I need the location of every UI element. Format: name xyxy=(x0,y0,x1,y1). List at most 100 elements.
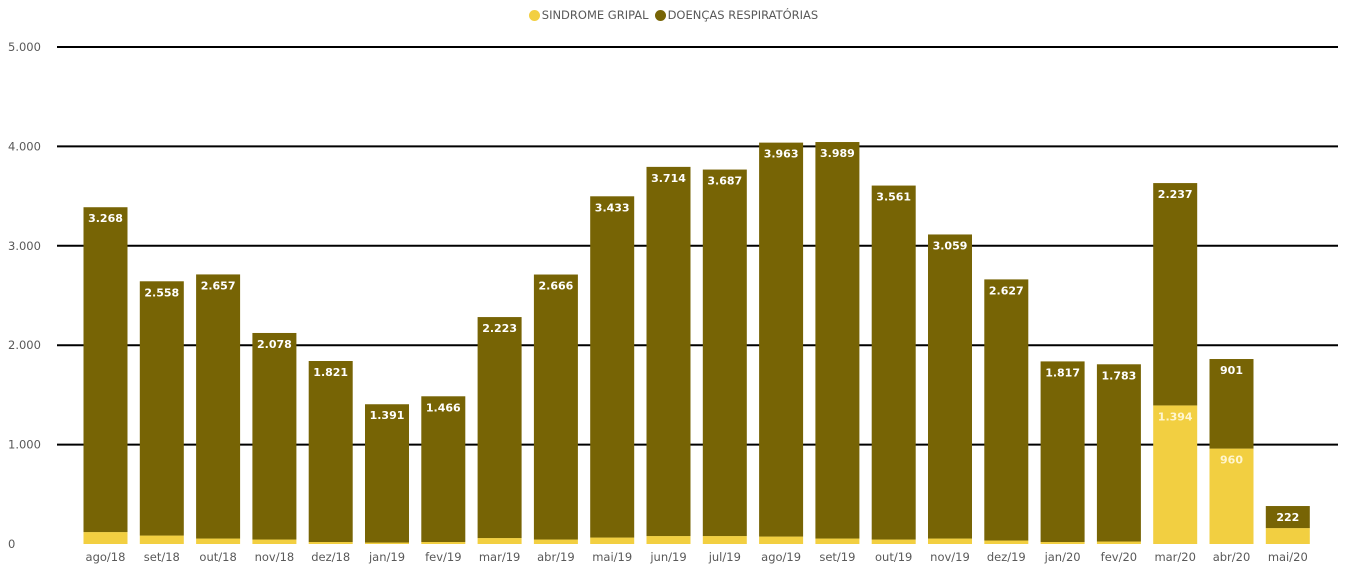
bar-segment-sindrome-gripal[interactable] xyxy=(815,538,860,544)
bar-data-label: 1.394 xyxy=(1158,410,1193,423)
bar-segment-doencas-respiratorias[interactable] xyxy=(196,274,241,539)
bar-segment-sindrome-gripal[interactable] xyxy=(646,536,691,544)
bar-data-label: 3.963 xyxy=(764,148,799,161)
bar-data-label: 1.821 xyxy=(313,366,348,379)
bar-segment-doencas-respiratorias[interactable] xyxy=(590,196,635,538)
bar-segment-doencas-respiratorias[interactable] xyxy=(533,274,578,540)
bar-segment-doencas-respiratorias[interactable] xyxy=(1209,359,1254,449)
x-tick-label: abr/20 xyxy=(1213,550,1251,564)
bar-data-label: 1.783 xyxy=(1102,369,1137,382)
legend-label-doencas-respiratorias: DOENÇAS RESPIRATÓRIAS xyxy=(667,8,819,22)
bar-segment-doencas-respiratorias[interactable] xyxy=(252,332,297,540)
bar-segment-doencas-respiratorias[interactable] xyxy=(815,142,860,539)
bar-segment-doencas-respiratorias[interactable] xyxy=(871,185,916,540)
bar-segment-doencas-respiratorias[interactable] xyxy=(702,169,747,537)
x-tick-label: fev/20 xyxy=(1101,550,1137,564)
bar-segment-sindrome-gripal[interactable] xyxy=(984,540,1029,544)
bar-segment-sindrome-gripal[interactable] xyxy=(421,542,466,544)
bar-data-label: 3.989 xyxy=(820,147,855,160)
x-tick-label: out/18 xyxy=(199,550,236,564)
legend-label-sindrome-gripal: SINDROME GRIPAL xyxy=(541,8,649,22)
bar-data-label: 2.657 xyxy=(201,279,236,292)
bar-segment-sindrome-gripal[interactable] xyxy=(1096,541,1141,544)
bar-data-label: 3.561 xyxy=(876,191,911,204)
bar-data-label: 1.817 xyxy=(1045,366,1080,379)
bar-data-label: 3.268 xyxy=(88,212,123,225)
y-tick-label: 1.000 xyxy=(8,438,41,452)
bar-segment-sindrome-gripal[interactable] xyxy=(1265,528,1310,544)
bar-segment-doencas-respiratorias[interactable] xyxy=(83,207,128,533)
x-axis: ago/18 set/18 out/18 nov/18 dez/18 jan/19 fev/… xyxy=(86,550,1308,564)
x-tick-label: mai/19 xyxy=(592,550,632,564)
bar-data-label: 2.223 xyxy=(482,322,517,335)
y-tick-label: 5.000 xyxy=(8,40,41,54)
bar-data-label: 1.466 xyxy=(426,401,461,414)
bar-segment-sindrome-gripal[interactable] xyxy=(196,538,241,544)
legend-swatch-sindrome-gripal xyxy=(528,9,540,21)
bar-data-label: 3.433 xyxy=(595,201,630,214)
bar-segment-sindrome-gripal[interactable] xyxy=(308,542,353,544)
bar-data-label: 2.666 xyxy=(539,280,574,293)
bar-data-label: 2.627 xyxy=(989,284,1024,297)
bar-segment-doencas-respiratorias[interactable] xyxy=(1265,506,1310,529)
bar-data-label: 2.078 xyxy=(257,338,292,351)
bar-segment-sindrome-gripal[interactable] xyxy=(702,536,747,544)
bar-segment-sindrome-gripal[interactable] xyxy=(365,542,409,544)
bar-segment-sindrome-gripal[interactable] xyxy=(139,535,184,544)
bar-data-label: 2.558 xyxy=(144,286,179,299)
x-tick-label: jan/20 xyxy=(1044,550,1081,564)
chart-legend: SINDROME GRIPAL DOENÇAS RESPIRATÓRIAS xyxy=(0,8,1347,22)
bar-data-label: 3.714 xyxy=(651,172,686,185)
bar-segment-doencas-respiratorias[interactable] xyxy=(365,404,409,543)
grid-lines xyxy=(57,46,1338,446)
x-tick-label: mar/20 xyxy=(1154,550,1196,564)
bar-segment-doencas-respiratorias[interactable] xyxy=(759,142,804,537)
bar-data-label: 222 xyxy=(1276,511,1299,524)
x-tick-label: ago/18 xyxy=(86,550,126,564)
legend-item-doencas-respiratorias[interactable]: DOENÇAS RESPIRATÓRIAS xyxy=(654,8,819,22)
bar-data-label: 2.237 xyxy=(1158,188,1193,201)
legend-item-sindrome-gripal[interactable]: SINDROME GRIPAL xyxy=(528,8,649,22)
bar-data-label: 3.059 xyxy=(933,239,968,252)
bars: 3.268 2.558 2.657 2.078 1.821 1.391 1.466 2.223… xyxy=(83,142,1310,544)
bar-segment-sindrome-gripal[interactable] xyxy=(83,532,128,544)
x-tick-label: dez/18 xyxy=(311,550,350,564)
legend-swatch-doencas-respiratorias xyxy=(654,9,666,21)
bar-segment-sindrome-gripal[interactable] xyxy=(1153,405,1198,544)
y-tick-label: 3.000 xyxy=(8,239,41,253)
y-axis: 0 1.000 2.000 3.000 4.000 5.000 xyxy=(8,40,41,551)
y-tick-label: 0 xyxy=(8,537,15,551)
bar-segment-doencas-respiratorias[interactable] xyxy=(984,279,1029,541)
bar-segment-sindrome-gripal[interactable] xyxy=(533,539,578,544)
bar-segment-sindrome-gripal[interactable] xyxy=(1040,542,1085,544)
x-tick-label: jul/19 xyxy=(708,550,741,564)
bar-segment-doencas-respiratorias[interactable] xyxy=(477,317,522,539)
bar-segment-sindrome-gripal[interactable] xyxy=(1209,448,1254,544)
bar-segment-doencas-respiratorias[interactable] xyxy=(308,361,353,543)
x-tick-label: out/19 xyxy=(875,550,912,564)
bar-segment-sindrome-gripal[interactable] xyxy=(928,538,972,544)
x-tick-label: fev/19 xyxy=(425,550,461,564)
x-tick-label: dez/19 xyxy=(987,550,1026,564)
bar-segment-doencas-respiratorias[interactable] xyxy=(421,396,466,543)
x-tick-label: ago/19 xyxy=(761,550,801,564)
x-tick-label: nov/19 xyxy=(930,550,970,564)
x-tick-label: jun/19 xyxy=(649,550,686,564)
bar-segment-sindrome-gripal[interactable] xyxy=(871,539,916,544)
x-tick-label: mai/20 xyxy=(1268,550,1308,564)
bar-data-label: 1.391 xyxy=(370,409,405,422)
bar-segment-doencas-respiratorias[interactable] xyxy=(1040,361,1085,543)
bar-segment-sindrome-gripal[interactable] xyxy=(252,539,297,544)
bar-data-label: 3.687 xyxy=(707,175,742,188)
bar-segment-doencas-respiratorias[interactable] xyxy=(1096,364,1141,542)
bar-segment-doencas-respiratorias[interactable] xyxy=(1153,183,1198,406)
bar-segment-doencas-respiratorias[interactable] xyxy=(139,281,184,536)
bar-segment-doencas-respiratorias[interactable] xyxy=(928,234,972,539)
bar-segment-sindrome-gripal[interactable] xyxy=(759,536,804,544)
x-tick-label: mar/19 xyxy=(479,550,521,564)
bar-segment-doencas-respiratorias[interactable] xyxy=(646,166,691,537)
bar-segment-sindrome-gripal[interactable] xyxy=(477,538,522,544)
x-tick-label: jan/19 xyxy=(368,550,405,564)
bar-segment-sindrome-gripal[interactable] xyxy=(590,537,635,544)
